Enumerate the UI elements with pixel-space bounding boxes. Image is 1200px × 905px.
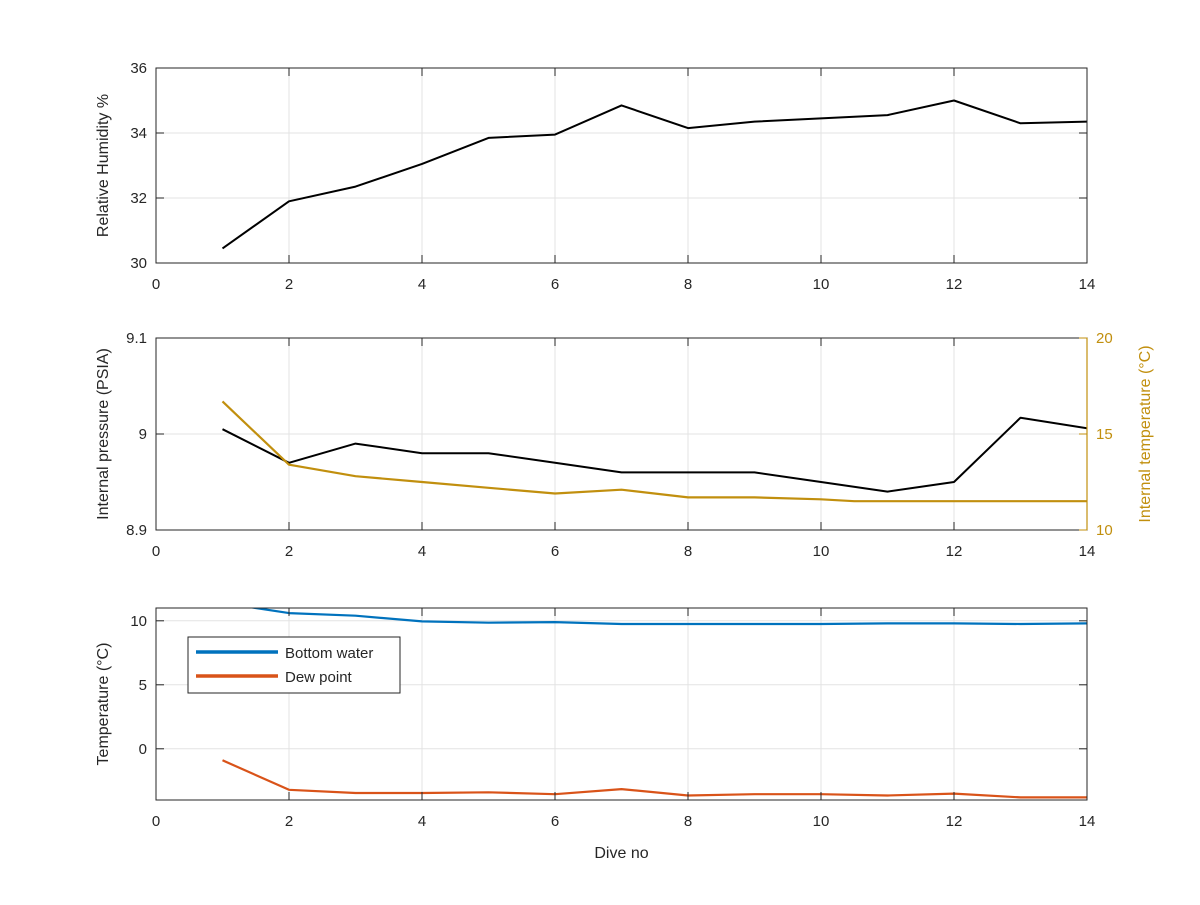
pressure-y2-tick-label: 15	[1096, 426, 1113, 443]
humidity-y-tick-label: 32	[130, 190, 147, 207]
temperature-panel: 0 2 4 6 8 10 12 14 0 5 10 Temperature (°C) Dive no Bo…	[95, 607, 1096, 862]
pressure-y-axis-label: Internal pressure (PSIA)	[95, 348, 112, 520]
humidity-x-tick-label: 2	[285, 276, 293, 293]
temperature-legend-label-0: Bottom water	[285, 645, 373, 662]
temperature-x-axis-label: Dive no	[594, 845, 648, 862]
temperature-axes-box	[155, 607, 1088, 801]
humidity-y-tick-label: 30	[130, 255, 147, 272]
temperature-y-axis-label: Temperature (°C)	[95, 643, 112, 766]
temperature-series-1-line	[222, 759, 1087, 799]
temperature-x-tick-label: 12	[946, 813, 963, 830]
pressure-temperature-panel: 0 2 4 6 8 10 12 14 8.9 9 9.1 10 15 20 Internal tempera…	[95, 330, 1154, 560]
temperature-y-tick-label: 10	[130, 613, 147, 630]
temperature-y-tick-label: 5	[139, 677, 147, 694]
pressure-x-tick-label: 2	[285, 543, 293, 560]
humidity-x-tick-label: 8	[684, 276, 692, 293]
temperature-series-0-line	[248, 608, 1087, 626]
humidity-x-tick-label: 12	[946, 276, 963, 293]
pressure-y2-tick-label: 10	[1096, 522, 1113, 539]
temperature-x-tick-label: 8	[684, 813, 692, 830]
pressure-y-tick-label: 8.9	[126, 522, 147, 539]
humidity-y-tick-label: 36	[130, 60, 147, 77]
humidity-y-axis-label: Relative Humidity %	[95, 94, 112, 237]
temperature-x-tick-label: 0	[152, 813, 160, 830]
humidity-x-tick-label: 14	[1079, 276, 1096, 293]
pressure-series-1-line	[221, 400, 1087, 503]
temperature-x-tick-label: 6	[551, 813, 559, 830]
temperature-x-tick-label: 4	[418, 813, 426, 830]
pressure-x-tick-label: 4	[418, 543, 426, 560]
humidity-axes-box	[155, 67, 1088, 264]
pressure-y2-tick-label: 20	[1096, 330, 1113, 347]
pressure-y-tick-label: 9.1	[126, 330, 147, 347]
temperature-x-tick-label: 14	[1079, 813, 1096, 830]
pressure-x-tick-label: 6	[551, 543, 559, 560]
pressure-x-tick-label: 0	[152, 543, 160, 560]
temperature-legend-label-1: Dew point	[285, 669, 353, 686]
temperature-x-tick-label: 10	[813, 813, 830, 830]
humidity-x-tick-label: 4	[418, 276, 426, 293]
temperature-legend-box	[187, 636, 401, 694]
pressure-x-tick-label: 8	[684, 543, 692, 560]
humidity-x-tick-label: 6	[551, 276, 559, 293]
temperature-y-tick-label: 0	[139, 741, 147, 758]
pressure-y2-axis-label: Internal temperature (°C)	[1137, 345, 1154, 522]
humidity-x-tick-label: 10	[813, 276, 830, 293]
pressure-x-tick-label: 10	[813, 543, 830, 560]
pressure-series-0-line	[222, 416, 1087, 493]
pressure-x-tick-label: 12	[946, 543, 963, 560]
pressure-x-tick-label: 14	[1079, 543, 1096, 560]
humidity-series-0-line	[221, 99, 1087, 250]
temperature-x-tick-label: 2	[285, 813, 293, 830]
humidity-y-tick-label: 34	[130, 125, 147, 142]
humidity-x-tick-label: 0	[152, 276, 160, 293]
pressure-y-tick-label: 9	[139, 426, 147, 443]
humidity-panel: 0 2 4 6 8 10 12 14 30 32 34 36 Relative Humidity %	[95, 60, 1095, 293]
